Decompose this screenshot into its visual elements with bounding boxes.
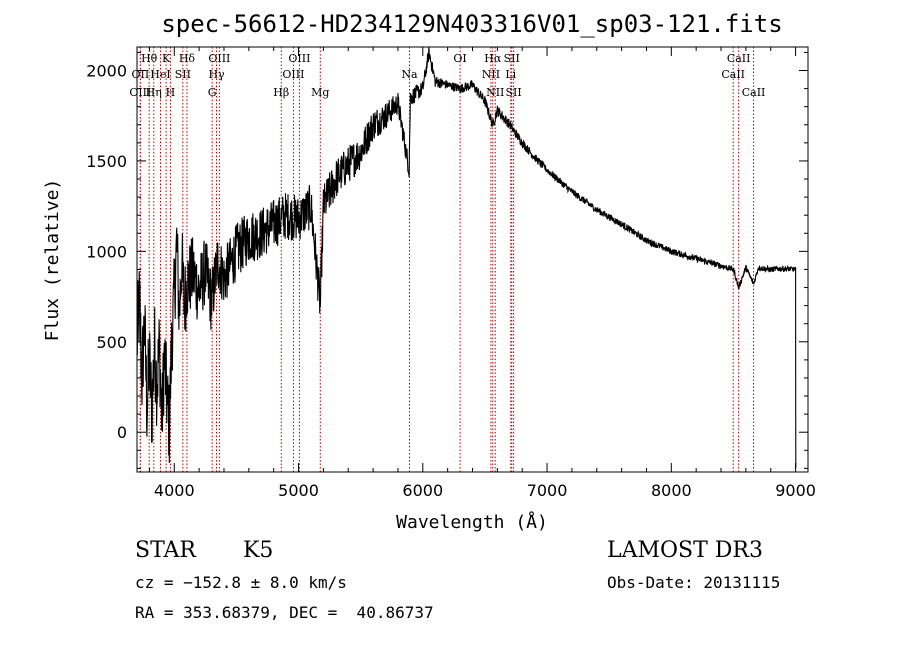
spectral-line-label: Hδ: [179, 52, 196, 65]
redshift-cz: cz = −152.8 ± 8.0 km/s: [135, 573, 347, 592]
axis-ticks: [137, 47, 808, 472]
spectral-line-label: OII: [131, 68, 149, 81]
spectral-line-label: HeI: [150, 68, 170, 81]
object-subclass: K5: [243, 538, 274, 563]
chart-title: spec-56612-HD234129N403316V01_sp03-121.f…: [161, 10, 782, 38]
spectral-line-label: G: [208, 86, 217, 99]
plot-frame: [136, 46, 809, 473]
spectral-line-label: Na: [401, 68, 418, 81]
spectral-line-label: Li: [505, 68, 516, 81]
spectral-line-label: OIII: [282, 68, 304, 81]
y-tick-label: 1000: [86, 242, 127, 261]
x-tick-label: 9000: [775, 481, 816, 500]
y-tick-label: 0: [117, 423, 127, 442]
spectral-line-label: Hγ: [208, 68, 225, 81]
spectral-line-label: Hα: [484, 52, 502, 65]
observation-date: Obs-Date: 20131115: [607, 573, 781, 592]
x-tick-label: 5000: [278, 481, 319, 500]
axis-tick-labels: 4000 5000 6000 7000 8000 9000 0 500 1000 1500 2000: [86, 62, 816, 500]
spectral-line-label: NII: [486, 86, 504, 99]
spectral-line-label: OIII: [208, 52, 230, 65]
spectral-line-label: Mg: [311, 86, 329, 99]
spectral-line-label: CaII: [721, 68, 745, 81]
x-tick-label: 8000: [651, 481, 692, 500]
x-axis-label: Wavelength (Å): [396, 511, 548, 533]
y-tick-label: 1500: [86, 152, 127, 171]
spectral-line-label: Hθ: [141, 52, 158, 65]
spectral-line-label: SII: [175, 68, 191, 81]
x-tick-label: 7000: [527, 481, 568, 500]
spectrum-line: [136, 46, 797, 469]
spectral-line-label: SII: [504, 52, 520, 65]
x-tick-label: 4000: [154, 481, 195, 500]
x-tick-label: 6000: [402, 481, 443, 500]
survey-name: LAMOST DR3: [607, 538, 763, 563]
spectral-line-label: Hβ: [273, 86, 289, 99]
spectral-line-label: Hη: [146, 86, 162, 99]
spectral-line-label: SII: [506, 86, 522, 99]
object-type: STAR: [135, 538, 196, 563]
y-axis-label: Flux (relative): [42, 179, 63, 342]
spectral-line-label: OI: [453, 52, 466, 65]
spectral-line-label: H: [166, 86, 176, 99]
spectrum-series: [136, 46, 797, 469]
coordinates: RA = 353.68379, DEC = 40.86737: [135, 603, 434, 622]
spectral-line-label: NII: [482, 68, 500, 81]
spectral-line-label: OIII: [129, 86, 151, 99]
spectral-line-label: K: [162, 52, 171, 65]
y-tick-label: 2000: [86, 62, 127, 81]
spectral-line-label: CaII: [742, 86, 766, 99]
spectral-line-label: CaII: [727, 52, 751, 65]
y-tick-label: 500: [96, 333, 127, 352]
spectral-line-label: OIII: [288, 52, 310, 65]
